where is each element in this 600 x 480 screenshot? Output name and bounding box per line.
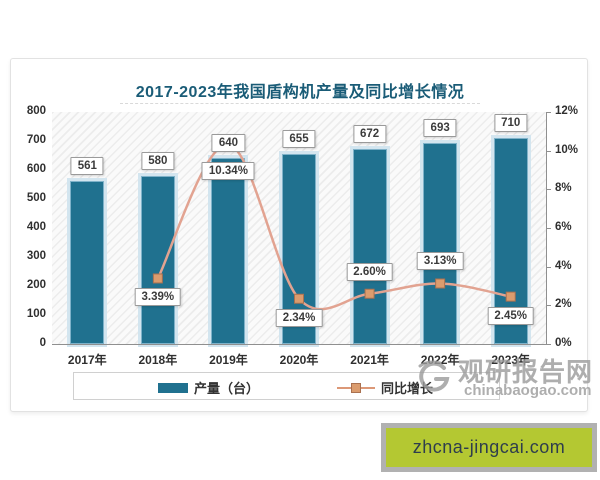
x-axis-label: 2020年 [279, 353, 319, 367]
legend-label-production: 产量（台） [194, 381, 260, 396]
bar-2021年 [352, 149, 387, 344]
right-axis-tick: 10% [555, 143, 579, 156]
left-axis-tick: 800 [26, 105, 46, 117]
line-marker [435, 278, 446, 289]
bar-value-label: 693 [423, 119, 457, 138]
bar-series-swatch-icon [158, 382, 188, 393]
bar-value-label: 640 [211, 134, 246, 153]
growth-value-label: 2.34% [275, 308, 323, 327]
right-axis-tick-mark [546, 189, 551, 191]
growth-value-label: 3.13% [416, 252, 464, 271]
bar-value-label: 655 [282, 130, 316, 149]
chart-title: 2017-2023年我国盾构机产量及同比增长情况 [135, 84, 465, 101]
left-axis-tick: 300 [26, 250, 46, 262]
right-axis-tick: 2% [555, 298, 572, 311]
bar-value-label: 580 [141, 151, 175, 170]
left-axis-tick: 400 [26, 221, 46, 233]
bottom-banner: zhcna-jingcai.com [381, 423, 597, 472]
line-marker [152, 273, 163, 284]
right-axis-tick-mark [546, 344, 551, 345]
growth-value-label: 2.60% [346, 262, 393, 281]
x-axis-label: 2023年 [491, 353, 531, 367]
right-axis-tick-mark [546, 228, 551, 229]
bar-value-label: 561 [70, 157, 104, 176]
x-axis-label: 2017年 [67, 353, 107, 367]
x-axis-label: 2019年 [209, 353, 248, 367]
line-marker [294, 293, 304, 304]
x-axis-label: 2022年 [420, 353, 460, 367]
right-axis-tick-mark [546, 266, 551, 268]
right-axis-tick: 8% [555, 182, 572, 195]
bottom-banner-text: zhcna-jingcai.com [412, 437, 566, 457]
right-axis-tick-mark [546, 112, 551, 113]
bar-2022年 [423, 143, 458, 344]
bar-2017年 [70, 181, 105, 344]
x-axis-label: 2021年 [350, 353, 389, 367]
left-axis-tick: 700 [26, 134, 46, 146]
right-axis-tick: 4% [555, 259, 572, 272]
left-axis-tick: 500 [26, 192, 46, 204]
x-axis-label: 2018年 [138, 353, 178, 367]
left-axis-tick: 600 [26, 163, 46, 175]
growth-value-label: 10.34% [201, 162, 255, 181]
x-axis-line [52, 344, 547, 345]
right-axis-tick: 6% [555, 221, 572, 233]
line-series-swatch-icon [337, 382, 375, 393]
right-axis-line [546, 112, 547, 345]
right-axis-tick-mark [546, 305, 551, 307]
right-axis-tick: 12% [555, 105, 579, 117]
bar-value-label: 672 [352, 125, 387, 144]
line-marker [505, 291, 516, 302]
bar-value-label: 710 [494, 114, 528, 133]
bar-2019年 [211, 158, 246, 344]
legend-label-growth: 同比增长 [381, 381, 434, 396]
left-axis-tick: 100 [26, 308, 46, 320]
bar-2018年 [140, 175, 175, 344]
line-marker [364, 288, 375, 299]
bottom-banner-inner: zhcna-jingcai.com [386, 428, 592, 467]
legend-entry-production: 产量（台） [158, 378, 259, 397]
right-axis-tick: 0% [555, 337, 572, 349]
left-axis-tick: 200 [26, 279, 46, 291]
growth-value-label: 3.39% [134, 288, 182, 307]
left-axis-tick: 0 [39, 337, 46, 349]
title-underline [120, 103, 480, 104]
right-axis-tick-mark [546, 150, 551, 152]
legend-entry-growth: 同比增长 [337, 378, 433, 397]
growth-value-label: 2.45% [487, 306, 535, 325]
legend-box [73, 372, 500, 400]
